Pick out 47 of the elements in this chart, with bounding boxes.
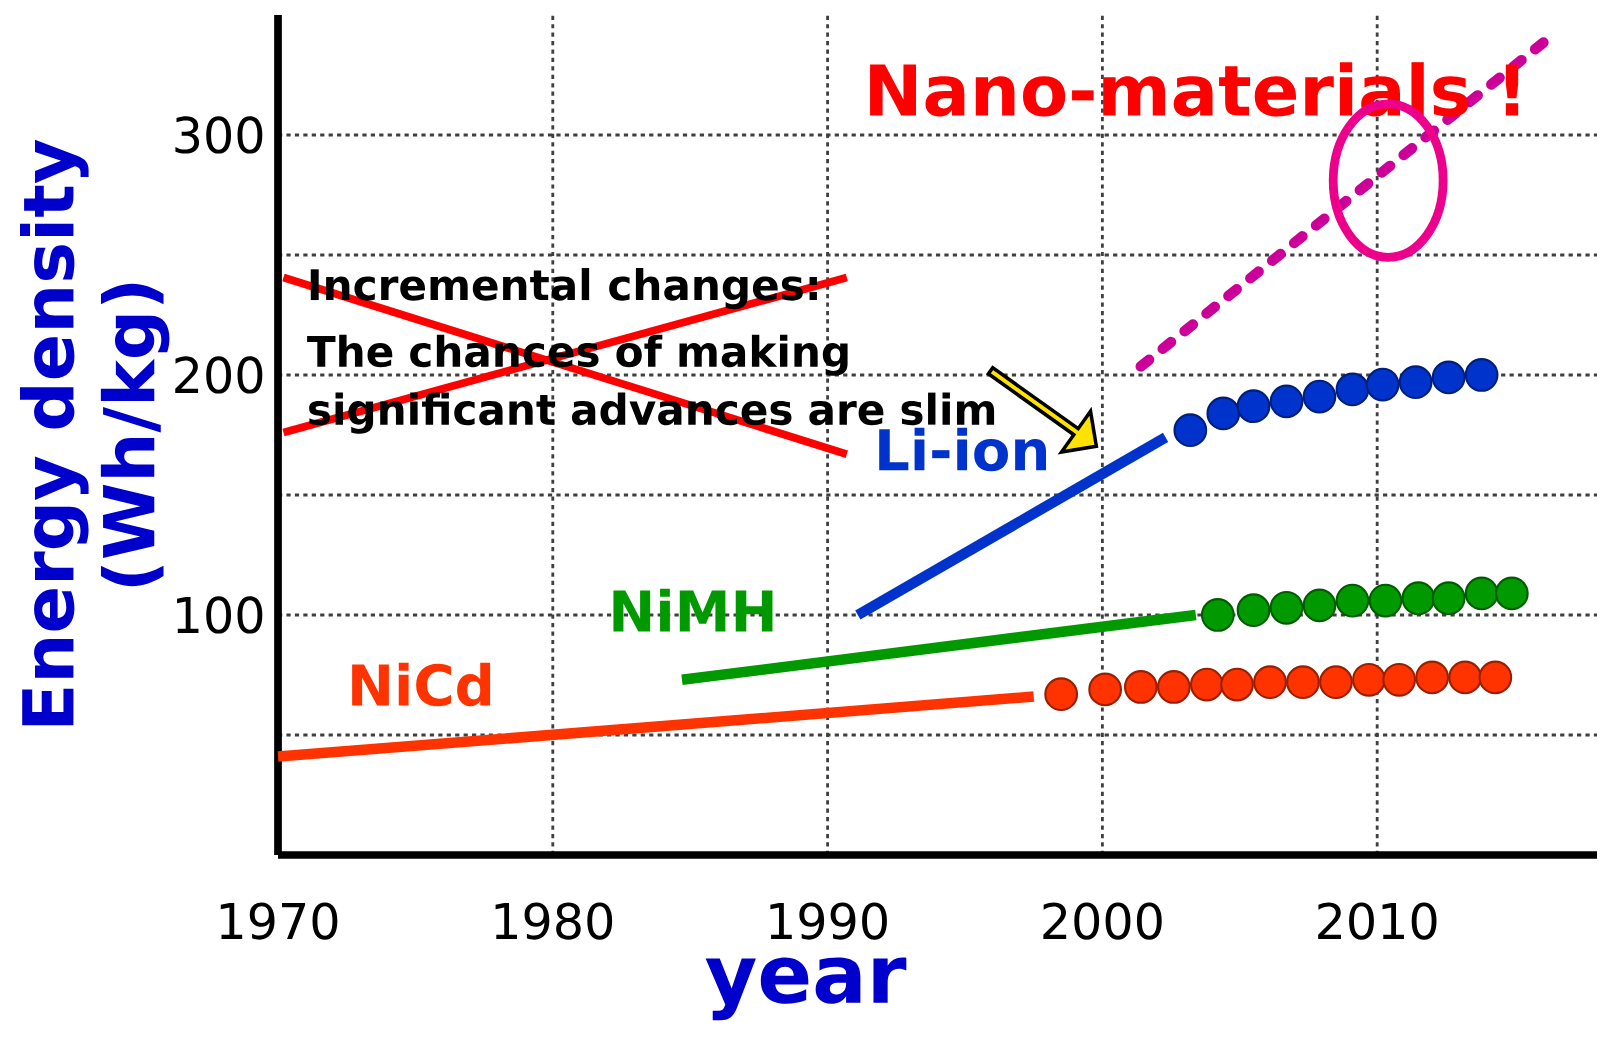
point <box>1173 413 1208 448</box>
y-tick-label: 100 <box>177 596 263 634</box>
point <box>1189 667 1224 702</box>
x-tick-label: 1990 <box>770 902 887 940</box>
point <box>1365 367 1400 402</box>
y-tick-label: 300 <box>175 116 263 154</box>
point <box>1302 379 1337 414</box>
point <box>1200 598 1235 632</box>
annotation: Nano-materials ! <box>870 62 1519 117</box>
point <box>1431 360 1466 395</box>
point <box>1398 365 1433 400</box>
point <box>1206 396 1241 431</box>
x-tick-label: 2010 <box>1318 902 1437 940</box>
series-label: NiCd <box>352 662 491 707</box>
point <box>1123 670 1158 704</box>
series-label: NiMH <box>613 588 773 632</box>
point <box>1220 667 1254 702</box>
point <box>1302 588 1337 623</box>
point <box>1431 581 1466 616</box>
point <box>1044 677 1079 712</box>
x-tick-label: 2000 <box>1043 902 1162 940</box>
point <box>1335 372 1370 407</box>
point <box>1464 358 1499 392</box>
x-tick-label: 1980 <box>495 902 613 940</box>
point <box>1368 583 1403 618</box>
point <box>1478 660 1513 695</box>
point <box>1335 583 1370 618</box>
point <box>1088 672 1123 707</box>
point <box>1382 662 1417 697</box>
point <box>1236 593 1271 628</box>
point <box>1236 389 1271 424</box>
point <box>1464 576 1499 611</box>
point <box>1253 665 1287 700</box>
point <box>1319 665 1353 700</box>
point <box>1401 581 1436 616</box>
y-axis-title: Energy density (Wh/kg) <box>20 139 170 726</box>
point <box>1448 660 1482 695</box>
point <box>1269 590 1304 625</box>
point <box>1286 665 1320 700</box>
point <box>1156 670 1191 704</box>
point <box>1352 662 1386 697</box>
x-tick-label: 1970 <box>220 902 338 940</box>
point <box>1494 576 1529 611</box>
point <box>1269 384 1304 419</box>
y-tick-label: 200 <box>175 356 263 394</box>
point <box>1415 660 1450 695</box>
x-axis-title: year <box>705 957 907 1021</box>
